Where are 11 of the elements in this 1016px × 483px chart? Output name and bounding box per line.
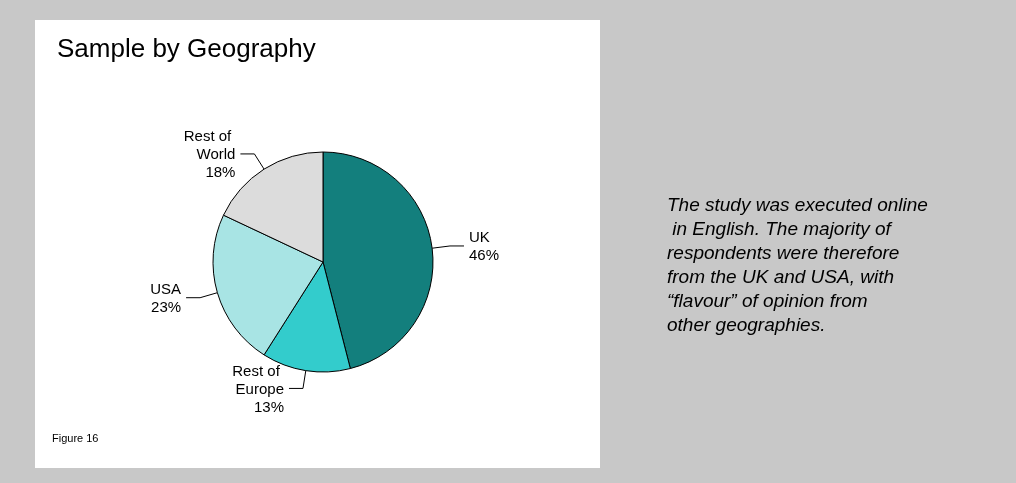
chart-title: Sample by Geography [57,33,316,63]
data-label: 46% [468,246,500,264]
text: The study was executed online in English. The majority of respondents were therefore from the UK and USA, with “flavour” of opinion from other geographies. [667,193,928,335]
data-label: 23% [151,298,182,316]
slice-label: Rest of World [183,127,236,163]
data-label: 13% [253,397,284,415]
slice-label: USA [150,280,182,298]
slice-label: Rest of Europe [232,361,284,397]
data-label: 18% [205,163,236,181]
caption: Figure 16 [52,431,99,444]
slice-label: UK [468,228,490,246]
